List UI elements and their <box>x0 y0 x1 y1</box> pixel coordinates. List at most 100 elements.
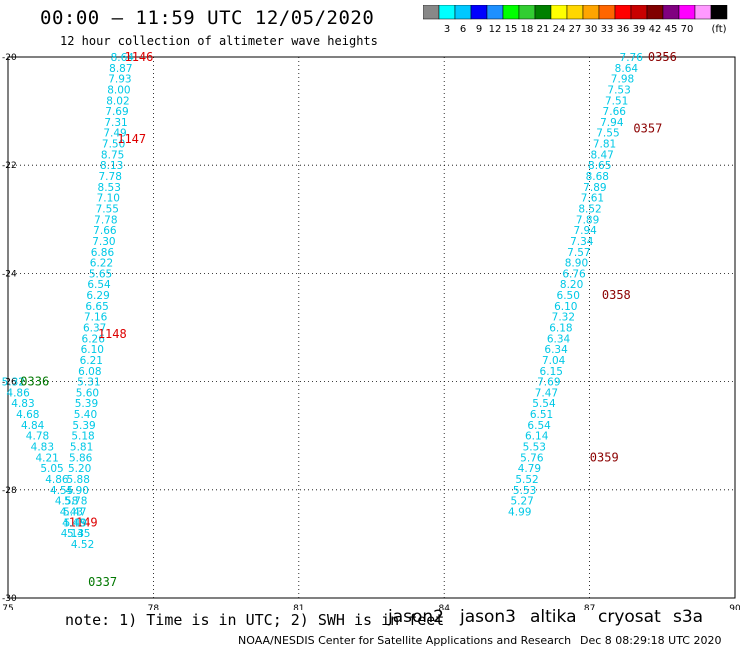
pass-time-label: 0358 <box>602 288 631 302</box>
wave-height-value: 5.45 <box>67 528 90 540</box>
wave-height-value: 7.34 <box>570 236 594 248</box>
legend-jason3: jason3 <box>460 607 516 627</box>
legend-altika: altika <box>530 607 577 627</box>
wave-height-value: 7.94 <box>573 225 597 237</box>
pass-time-label: 0336 <box>20 375 49 389</box>
lon-tick-label: 75 <box>2 604 13 610</box>
wave-height-value: 6.50 <box>557 290 580 302</box>
lon-tick-label: 87 <box>584 604 595 610</box>
wave-height-value: 6.15 <box>540 366 563 378</box>
wave-height-value: 5.18 <box>71 431 94 443</box>
wave-height-value: 8.75 <box>101 149 124 161</box>
wave-height-value: 4.79 <box>518 463 541 475</box>
legend-s3a: s3a <box>673 607 704 627</box>
colorbar-tick: 15 <box>505 24 518 35</box>
wave-height-value: 6.54 <box>87 279 111 291</box>
wave-height-value: 7.81 <box>593 139 616 151</box>
wave-height-value: 5.39 <box>75 398 98 410</box>
wave-height-value: 6.34 <box>544 344 568 356</box>
wave-height-value: 7.55 <box>96 203 119 215</box>
wave-height-value: 5.40 <box>74 409 97 421</box>
wave-height-value: 8.90 <box>565 258 588 270</box>
wave-height-value: 7.66 <box>603 106 627 118</box>
footer-note: note: 1) Time is in UTC; 2) SWH is in fe… <box>65 611 445 629</box>
wave-height-value: 6.10 <box>81 344 104 356</box>
wave-height-value: 6.22 <box>90 258 113 270</box>
wave-height-value: 5.52 <box>515 474 538 486</box>
wave-height-value: 7.55 <box>596 128 619 140</box>
wave-height-colorbar: 3 6 9 12 15 18 21 24 27 30 33 36 39 42 45 70 (ft) <box>423 5 728 35</box>
pass-time-label: 0359 <box>590 450 619 464</box>
wave-height-value: 5.65 <box>89 268 112 280</box>
wave-height-value: 5.47 <box>63 506 86 518</box>
lat-tick-label: -24 <box>2 269 17 279</box>
wave-height-value: 6.34 <box>547 333 571 345</box>
wave-height-value: 4.52 <box>71 539 94 551</box>
colorbar-tick: 24 <box>553 24 566 35</box>
wave-height-value: 6.08 <box>78 366 101 378</box>
wave-height-value: 5.27 <box>510 496 533 508</box>
lon-tick-label: 81 <box>293 604 304 610</box>
wave-height-value: 7.53 <box>607 84 630 96</box>
colorbar-tick: 30 <box>585 24 598 35</box>
wave-height-value: 4.55 <box>50 485 73 497</box>
wave-height-value: 6.21 <box>80 355 103 367</box>
wave-height-value: 7.47 <box>535 387 558 399</box>
wave-height-value: 8.02 <box>106 95 129 107</box>
wave-height-value: 6.18 <box>549 323 572 335</box>
altimeter-map: 75 78 81 84 87 90-20-22-24-26-28-308.648.877.… <box>2 50 740 610</box>
wave-height-value: 7.98 <box>611 74 634 86</box>
wave-height-value: 5.54 <box>532 398 556 410</box>
wave-height-value: 5.53 <box>523 442 546 454</box>
wave-height-value: 4.83 <box>11 398 34 410</box>
wave-height-value: 8.53 <box>98 182 121 194</box>
colorbar-tick: 12 <box>489 24 502 35</box>
wave-height-value: 4.90 <box>66 485 89 497</box>
wave-height-value: 6.76 <box>562 268 586 280</box>
wave-height-value: 5.32 <box>2 377 25 389</box>
colorbar-tick: 33 <box>601 24 614 35</box>
pass-time-label: 0356 <box>648 50 677 64</box>
colorbar-tick: 9 <box>476 24 482 35</box>
wave-height-value: 8.68 <box>586 171 609 183</box>
lat-tick-label: -20 <box>2 53 17 63</box>
wave-height-value: 7.49 <box>103 128 126 140</box>
wave-height-value: 7.89 <box>576 214 599 226</box>
wave-height-value: 7.10 <box>97 193 120 205</box>
wave-height-value: 8.20 <box>560 279 583 291</box>
wave-height-value: 5.53 <box>513 485 536 497</box>
legend-cryosat: cryosat <box>598 607 661 627</box>
wave-height-value: 7.61 <box>581 193 604 205</box>
pass-time-label: 0337 <box>88 575 117 589</box>
wave-height-value: 8.47 <box>590 149 613 161</box>
wave-height-value: 4.21 <box>35 452 58 464</box>
colorbar-tick: 21 <box>537 24 550 35</box>
wave-height-value: 7.66 <box>93 225 117 237</box>
wave-height-value: 6.65 <box>85 301 108 313</box>
wave-height-value: 7.69 <box>537 377 560 389</box>
pass-time-label: 1146 <box>124 50 153 64</box>
wave-height-value: 7.76 <box>620 52 644 64</box>
wave-height-value: 4.68 <box>16 409 39 421</box>
legend-jason2: jason2 <box>388 607 444 627</box>
map-subtitle: 12 hour collection of altimeter wave hei… <box>60 34 378 48</box>
wave-height-value: 6.51 <box>530 409 553 421</box>
wave-height-value: 7.32 <box>552 312 575 324</box>
wave-height-value: 4.13 <box>61 528 84 540</box>
colorbar-tick: 45 <box>665 24 678 35</box>
wave-height-value: 8.64 <box>111 52 135 64</box>
wave-height-value: 7.31 <box>104 117 127 129</box>
wave-height-value: 7.89 <box>583 182 606 194</box>
wave-height-value: 5.05 <box>40 463 63 475</box>
wave-height-value: 6.86 <box>91 247 115 259</box>
colorbar-tick: 3 <box>444 24 450 35</box>
wave-height-value: 4.86 <box>45 474 69 486</box>
lat-tick-label: -28 <box>2 486 17 496</box>
wave-height-value: 8.87 <box>109 63 132 75</box>
wave-height-value: 6.14 <box>525 431 549 443</box>
lat-tick-label: -30 <box>2 594 17 604</box>
map-title: 00:00 – 11:59 UTC 12/05/2020 <box>40 7 375 29</box>
colorbar-tick: 36 <box>617 24 630 35</box>
wave-height-value: 7.16 <box>84 312 108 324</box>
pass-time-label: 1149 <box>69 515 98 529</box>
